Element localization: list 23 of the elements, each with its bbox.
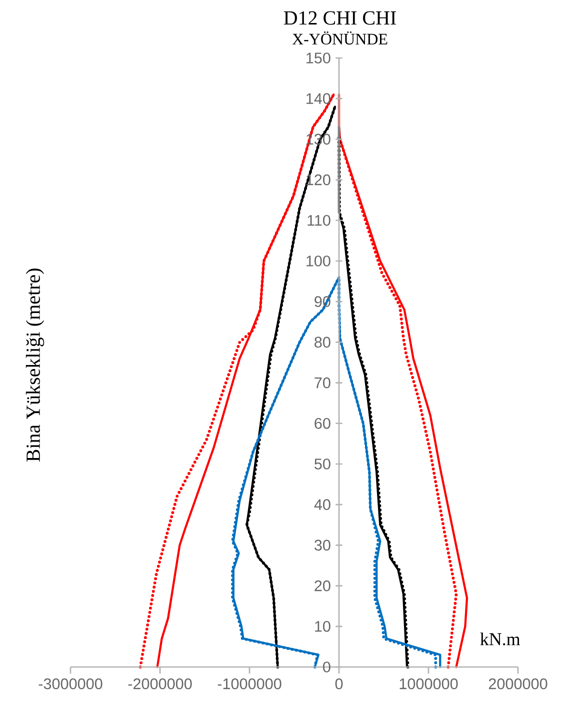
y-tick-label: 10 <box>315 620 330 632</box>
y-tick-label: 60 <box>314 418 330 429</box>
chart-title: D12 CHI CHI <box>284 11 396 25</box>
y-tick-label: 100 <box>306 256 330 266</box>
y-tick-label: 110 <box>308 214 330 226</box>
y-tick-label: 150 <box>306 52 330 64</box>
x-tick-label: -1000000 <box>218 678 282 690</box>
y-tick-label: 140 <box>306 93 330 104</box>
x-tick-label: 2000000 <box>488 678 548 690</box>
y-tick-label: 50 <box>314 458 330 470</box>
x-tick-label: -2000000 <box>128 678 192 690</box>
y-tick-label: 30 <box>314 540 330 551</box>
y-tick-label: 80 <box>314 336 330 348</box>
x-tick-label: 0 <box>335 678 343 690</box>
y-tick-label: 40 <box>314 499 330 510</box>
y-tick-label: 70 <box>314 377 330 388</box>
y-axis-title: Bina Yüksekliği (metre) <box>26 268 44 462</box>
chart-subtitle: X-YÖNÜNDE <box>292 31 388 45</box>
x-tick-label: -3000000 <box>38 678 102 690</box>
annotation: kN.m <box>480 632 520 646</box>
x-tick-label: 1000000 <box>400 678 458 690</box>
y-tick-label: 20 <box>314 580 330 592</box>
y-tick-label: 0 <box>323 662 330 672</box>
